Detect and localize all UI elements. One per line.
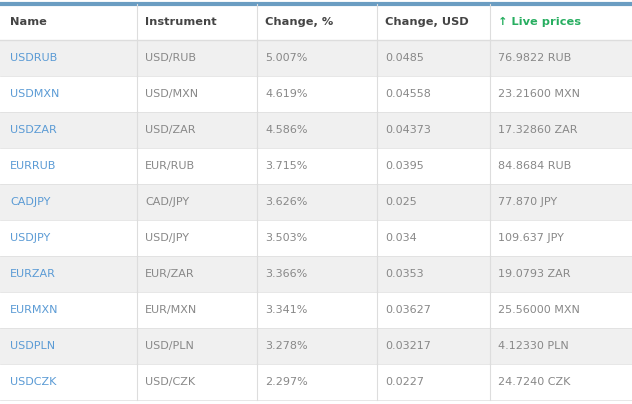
Text: 3.341%: 3.341% — [265, 305, 307, 315]
Text: USD/JPY: USD/JPY — [145, 233, 189, 243]
Bar — [0, 148, 632, 184]
Bar — [0, 292, 632, 328]
Text: Name: Name — [10, 17, 47, 27]
Text: Change, USD: Change, USD — [385, 17, 469, 27]
Text: 0.025: 0.025 — [385, 197, 416, 207]
Bar — [0, 112, 632, 148]
Text: 3.715%: 3.715% — [265, 161, 307, 171]
Text: 84.8684 RUB: 84.8684 RUB — [498, 161, 571, 171]
Bar — [0, 328, 632, 364]
Text: USDPLN: USDPLN — [10, 341, 55, 351]
Text: 5.007%: 5.007% — [265, 53, 307, 63]
Text: 3.503%: 3.503% — [265, 233, 307, 243]
Bar — [0, 184, 632, 220]
Bar — [0, 256, 632, 292]
Text: CAD/JPY: CAD/JPY — [145, 197, 189, 207]
Text: EUR/MXN: EUR/MXN — [145, 305, 197, 315]
Text: 0.0395: 0.0395 — [385, 161, 423, 171]
Text: 24.7240 CZK: 24.7240 CZK — [498, 377, 570, 387]
Text: 76.9822 RUB: 76.9822 RUB — [498, 53, 571, 63]
Text: USDZAR: USDZAR — [10, 125, 57, 135]
Text: 19.0793 ZAR: 19.0793 ZAR — [498, 269, 571, 279]
Bar — [0, 220, 632, 256]
Text: USD/PLN: USD/PLN — [145, 341, 194, 351]
Text: 0.03627: 0.03627 — [385, 305, 431, 315]
Bar — [0, 40, 632, 76]
Text: USDMXN: USDMXN — [10, 89, 59, 99]
Text: 0.04373: 0.04373 — [385, 125, 431, 135]
Text: EURZAR: EURZAR — [10, 269, 56, 279]
Text: 3.366%: 3.366% — [265, 269, 307, 279]
Text: USDCZK: USDCZK — [10, 377, 56, 387]
Text: CADJPY: CADJPY — [10, 197, 51, 207]
Text: 0.03217: 0.03217 — [385, 341, 431, 351]
Text: USDJPY: USDJPY — [10, 233, 51, 243]
Text: EUR/RUB: EUR/RUB — [145, 161, 195, 171]
Text: 4.586%: 4.586% — [265, 125, 308, 135]
Text: 3.626%: 3.626% — [265, 197, 307, 207]
Text: 0.0353: 0.0353 — [385, 269, 423, 279]
Text: 4.619%: 4.619% — [265, 89, 308, 99]
Text: USD/ZAR: USD/ZAR — [145, 125, 195, 135]
Text: 23.21600 MXN: 23.21600 MXN — [498, 89, 580, 99]
Bar — [0, 364, 632, 400]
Text: 3.278%: 3.278% — [265, 341, 308, 351]
Text: 25.56000 MXN: 25.56000 MXN — [498, 305, 580, 315]
Text: USD/MXN: USD/MXN — [145, 89, 198, 99]
Text: 17.32860 ZAR: 17.32860 ZAR — [498, 125, 578, 135]
Bar — [0, 4, 632, 40]
Text: 0.04558: 0.04558 — [385, 89, 431, 99]
Text: 0.034: 0.034 — [385, 233, 416, 243]
Text: USDRUB: USDRUB — [10, 53, 58, 63]
Text: 2.297%: 2.297% — [265, 377, 308, 387]
Text: 4.12330 PLN: 4.12330 PLN — [498, 341, 569, 351]
Bar — [0, 76, 632, 112]
Text: EURRUB: EURRUB — [10, 161, 56, 171]
Text: 77.870 JPY: 77.870 JPY — [498, 197, 557, 207]
Text: Instrument: Instrument — [145, 17, 217, 27]
Text: 109.637 JPY: 109.637 JPY — [498, 233, 564, 243]
Text: USD/CZK: USD/CZK — [145, 377, 195, 387]
Text: 0.0227: 0.0227 — [385, 377, 424, 387]
Text: EURMXN: EURMXN — [10, 305, 59, 315]
Text: Change, %: Change, % — [265, 17, 333, 27]
Text: 0.0485: 0.0485 — [385, 53, 424, 63]
Text: EUR/ZAR: EUR/ZAR — [145, 269, 195, 279]
Text: USD/RUB: USD/RUB — [145, 53, 196, 63]
Text: ↑ Live prices: ↑ Live prices — [498, 17, 581, 27]
